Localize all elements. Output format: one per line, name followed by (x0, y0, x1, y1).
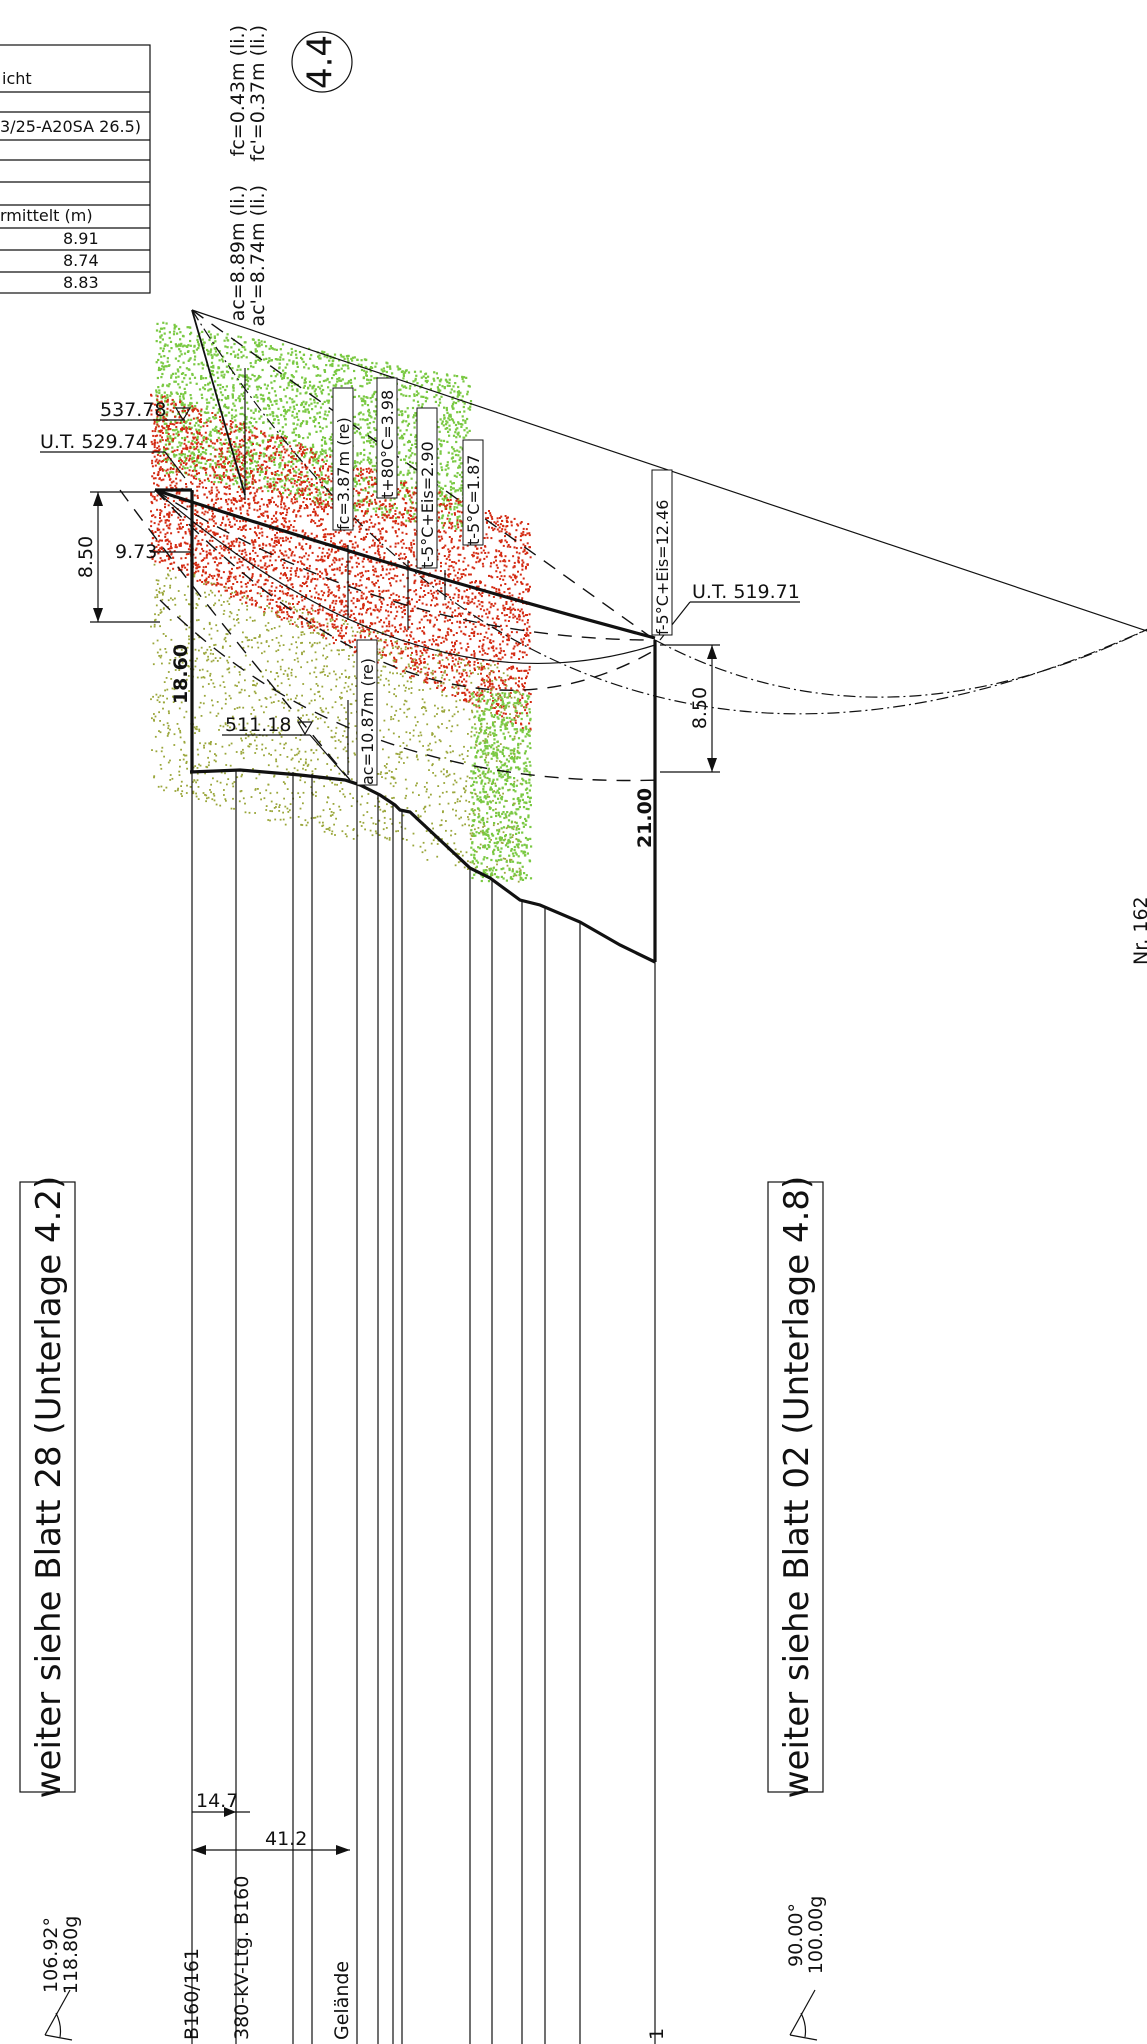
fc-label: fc=0.43m (li.) (227, 25, 249, 156)
dim-850-left-value: 8.50 (75, 536, 97, 578)
sag-label-t5eis: t-5°C+Eis=2.90 (418, 441, 437, 568)
label-380kv-line: 380-kV-Ltg. B160 (231, 1876, 253, 2040)
span-number-badge: 4.4 (291, 31, 353, 93)
right-angle-marker: 90.00° 100.00g (785, 1896, 827, 2041)
right-angle-deg: 90.00° (785, 1903, 807, 1967)
ut-519-marker: U.T. 519.71 (659, 581, 800, 641)
ac-label: ac=8.89m (li.) (227, 185, 249, 321)
terrain-line (189, 768, 656, 964)
bottom-dimension-412: 41.2 (192, 1828, 350, 1855)
left-angle-deg: 106.92° (40, 1917, 62, 1993)
dim-147-value: 14.7 (196, 1790, 238, 1812)
dimension-973: 9.73 (115, 541, 192, 563)
sag-label-f5eis: f-5°C+Eis=12.46 (653, 500, 672, 635)
elevation-537-marker: 537.78 (100, 399, 192, 422)
legend-row-1: icht (2, 69, 32, 88)
dim-2100-value: 21.00 (634, 788, 656, 848)
sag-label-t5-box: t-5°C=1.87 (462, 439, 484, 546)
dim-1860-value: 18.60 (170, 644, 192, 704)
sag-label-t5: t-5°C=1.87 (464, 455, 483, 545)
legend-table: icht 3/25-A20SA 26.5) rmittelt (m) 8.91 … (0, 44, 151, 294)
dimension-850-right: 8.50 (660, 644, 720, 773)
right-sheet-note: weiter siehe Blatt 02 (Unterlage 4.8) (767, 1176, 824, 1799)
nr-label: Nr. 162 (1130, 896, 1147, 965)
legend-row-5: rmittelt (m) (0, 206, 93, 225)
span-number: 4.4 (301, 35, 341, 89)
left-sheet-note: weiter siehe Blatt 28 (Unterlage 4.2) (19, 1176, 76, 1799)
label-gelaende: Gelände (331, 1961, 353, 2040)
legend-row-6: 8.91 (63, 229, 99, 248)
fc-prime-label: fc'=0.37m (li.) (247, 25, 269, 162)
right-angle-gon: 100.00g (805, 1896, 827, 1975)
ac-prime-label: ac'=8.74m (li.) (247, 185, 269, 327)
dimension-850-left: 8.50 (75, 491, 160, 623)
dim-412-value: 41.2 (265, 1828, 307, 1850)
sag-label-f5eis-box: f-5°C+Eis=12.46 (651, 469, 673, 636)
elevation-ut-519: U.T. 519.71 (692, 581, 800, 603)
legend-row-8: 8.83 (63, 273, 99, 292)
legend-row-2: 3/25-A20SA 26.5) (0, 117, 141, 136)
ut-529-marker: U.T. 529.74 (40, 431, 186, 479)
sag-label-t5eis-box: t-5°C+Eis=2.90 (416, 407, 438, 569)
sag-label-ac-re: ac=10.87m (re) (358, 658, 377, 785)
label-one: 1 (646, 2028, 668, 2040)
conductor-lines (119, 309, 1147, 782)
elevation-511: 511.18 (225, 714, 291, 736)
sag-label-fc-re-box: fc=3.87m (re) (332, 387, 354, 531)
station-lines (191, 770, 656, 2044)
label-b160: B160/161 (181, 1948, 203, 2040)
right-sheet-note-text: weiter siehe Blatt 02 (Unterlage 4.8) (777, 1176, 817, 1799)
sag-label-fc-re: fc=3.87m (re) (334, 417, 353, 530)
legend-row-7: 8.74 (63, 251, 99, 270)
elevation-537: 537.78 (100, 399, 166, 421)
sag-label-t80-box: t+80°C=3.98 (376, 377, 398, 499)
left-angle-gon: 118.80g (60, 1916, 82, 1995)
dim-973-value: 9.73 (115, 541, 157, 563)
bottom-dimension-147: 14.7 (192, 1790, 250, 1820)
left-sheet-note-text: weiter siehe Blatt 28 (Unterlage 4.2) (29, 1176, 69, 1799)
dim-850-right-value: 8.50 (689, 687, 711, 729)
elevation-511-marker: 511.18 (222, 714, 346, 776)
sag-measure-lines (244, 368, 446, 775)
sag-label-t80: t+80°C=3.98 (378, 390, 397, 498)
elevation-ut-529: U.T. 529.74 (40, 431, 148, 453)
sag-label-ac-re-box: ac=10.87m (re) (356, 639, 378, 786)
left-angle-marker: 106.92° 118.80g (40, 1916, 82, 2041)
